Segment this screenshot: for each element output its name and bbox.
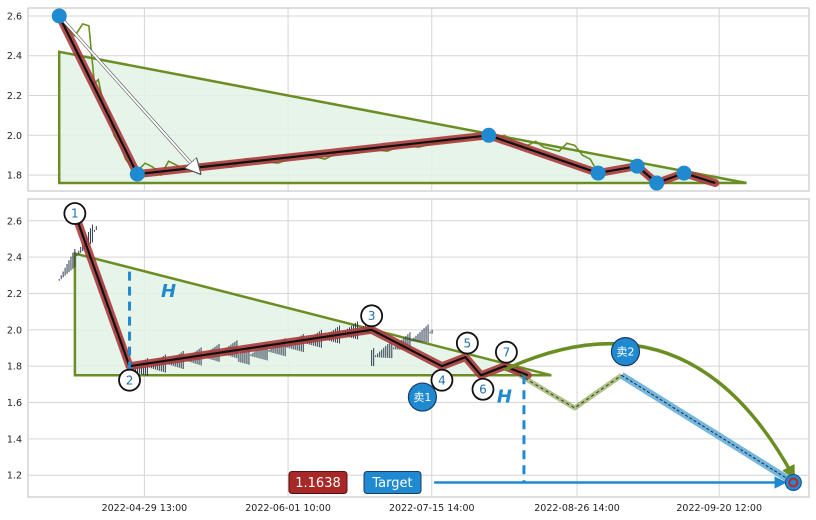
bottom-ytick-label: 2.4: [7, 253, 22, 264]
sell-point-label: 卖2: [616, 346, 634, 359]
sell-point-marker: [407, 382, 438, 412]
top-pivot-marker: [676, 165, 692, 181]
bottom-ytick-label: 1.4: [7, 434, 22, 445]
bottom-ytick-label: 1.8: [7, 362, 22, 373]
bottom-xtick-label: 2022-07-15 14:00: [389, 503, 475, 514]
bottom-ytick-label: 2.6: [7, 216, 22, 227]
bottom-triangle: [73, 251, 552, 377]
pivot-label: 3: [368, 309, 376, 323]
bottom-xtick-label: 2022-08-26 14:00: [534, 503, 620, 514]
bottom-xtick-label: 2022-09-20 12:00: [676, 503, 762, 514]
top-pivot-marker: [649, 175, 665, 191]
projection-path-outer: [518, 373, 624, 411]
bottom-wave-inner: [73, 213, 529, 377]
target-badge: [363, 470, 422, 494]
top-ytick-label: 2.4: [7, 51, 22, 62]
bottom-xtick-label: 2022-04-29 13:00: [102, 503, 188, 514]
top-pivot-marker: [481, 127, 497, 143]
price-badge: [288, 470, 348, 494]
pivot-label: 4: [438, 373, 446, 387]
pivot-label: 6: [479, 382, 487, 396]
pivot-circle: [63, 202, 87, 225]
top-triangle: [57, 50, 747, 185]
price-badge-label: 1.1638: [295, 476, 341, 491]
bottom-ytick-label: 1.2: [7, 471, 22, 482]
pivot-circle: [118, 368, 141, 392]
bottom-xtick-label: 2022-06-01 10:00: [245, 503, 331, 514]
top-pivot-marker: [590, 165, 606, 181]
sell-point-marker: [610, 337, 641, 367]
target-point-center: [788, 477, 799, 488]
sell2-path-inner: [621, 374, 794, 483]
target-point: [784, 473, 802, 491]
bottom-panel: 2022-04-29 13:00 2022-06-01 10:00 2022-07-…: [7, 198, 810, 514]
top-ytick-label: 2.6: [7, 11, 22, 22]
pivot-label: 5: [464, 336, 472, 350]
pivot-circle: [455, 331, 479, 355]
bottom-ytick-label: 2.0: [7, 325, 22, 336]
pivot-circle: [360, 304, 384, 328]
top-arrow: [58, 15, 200, 173]
top-ytick-label: 2.2: [7, 91, 22, 102]
pivot-label: 1: [71, 207, 79, 221]
top-ytick-label: 2.0: [7, 131, 22, 142]
target-badge-label: Target: [371, 476, 412, 491]
pivot-circle: [495, 340, 518, 364]
height-label: H: [497, 387, 512, 408]
top-ytick-label: 1.8: [7, 171, 22, 182]
bottom-ytick-label: 2.2: [7, 289, 22, 300]
top-pivot-marker: [629, 158, 645, 174]
top-pivot-marker: [129, 166, 145, 182]
sell-point-label: 卖1: [413, 391, 431, 404]
pivot-circle: [430, 368, 454, 392]
height-label: H: [161, 281, 176, 302]
pivot-label: 7: [503, 345, 511, 359]
pivot-label: 2: [126, 373, 134, 387]
top-pivot-marker: [51, 8, 67, 24]
top-panel: 1.8 2.0 2.2 2.4 2.6: [7, 7, 810, 192]
pivot-circle: [471, 377, 495, 401]
projection-arc: [503, 341, 796, 480]
bottom-ytick-label: 1.6: [7, 398, 22, 409]
